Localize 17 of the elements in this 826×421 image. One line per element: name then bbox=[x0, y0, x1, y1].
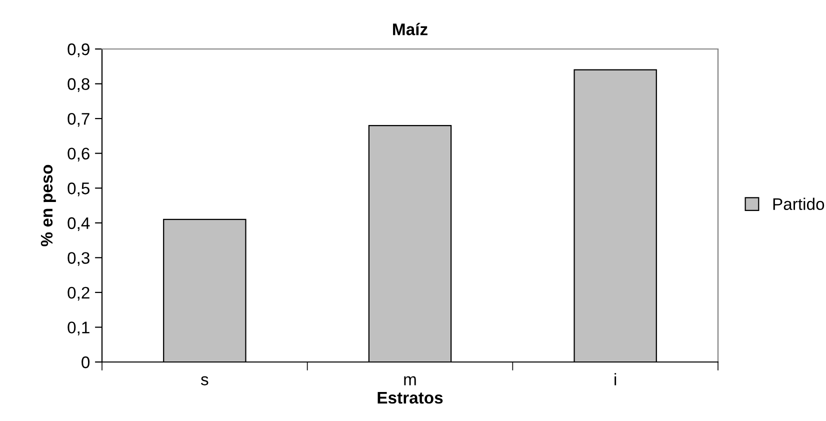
chart-title: Maíz bbox=[393, 22, 428, 36]
y-tick-label: 0,4 bbox=[68, 217, 90, 232]
y-tick-label: 0 bbox=[82, 356, 90, 368]
y-tick-label: 0,1 bbox=[68, 322, 90, 336]
x-axis-title: Estratos bbox=[378, 392, 443, 404]
y-tick-label: 0,7 bbox=[68, 112, 90, 127]
y-tick-label: 0,8 bbox=[68, 78, 90, 92]
x-tick-label: s bbox=[200, 376, 208, 386]
x-tick-label: i bbox=[614, 373, 616, 386]
y-tick-label: 0,6 bbox=[68, 148, 90, 162]
legend-label: Partido bbox=[773, 198, 824, 210]
y-tick-label: 0,9 bbox=[68, 43, 90, 58]
y-tick-label: 0,5 bbox=[68, 182, 90, 196]
y-axis-title: % en peso bbox=[40, 164, 56, 246]
y-tick-label: 0,2 bbox=[68, 286, 90, 301]
y-tick-label: 0,3 bbox=[68, 252, 90, 266]
x-tick-label: m bbox=[404, 376, 416, 386]
